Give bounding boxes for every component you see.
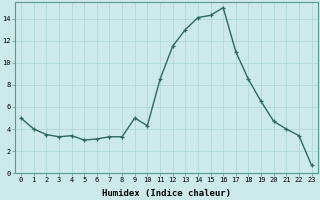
X-axis label: Humidex (Indice chaleur): Humidex (Indice chaleur) [102, 189, 231, 198]
